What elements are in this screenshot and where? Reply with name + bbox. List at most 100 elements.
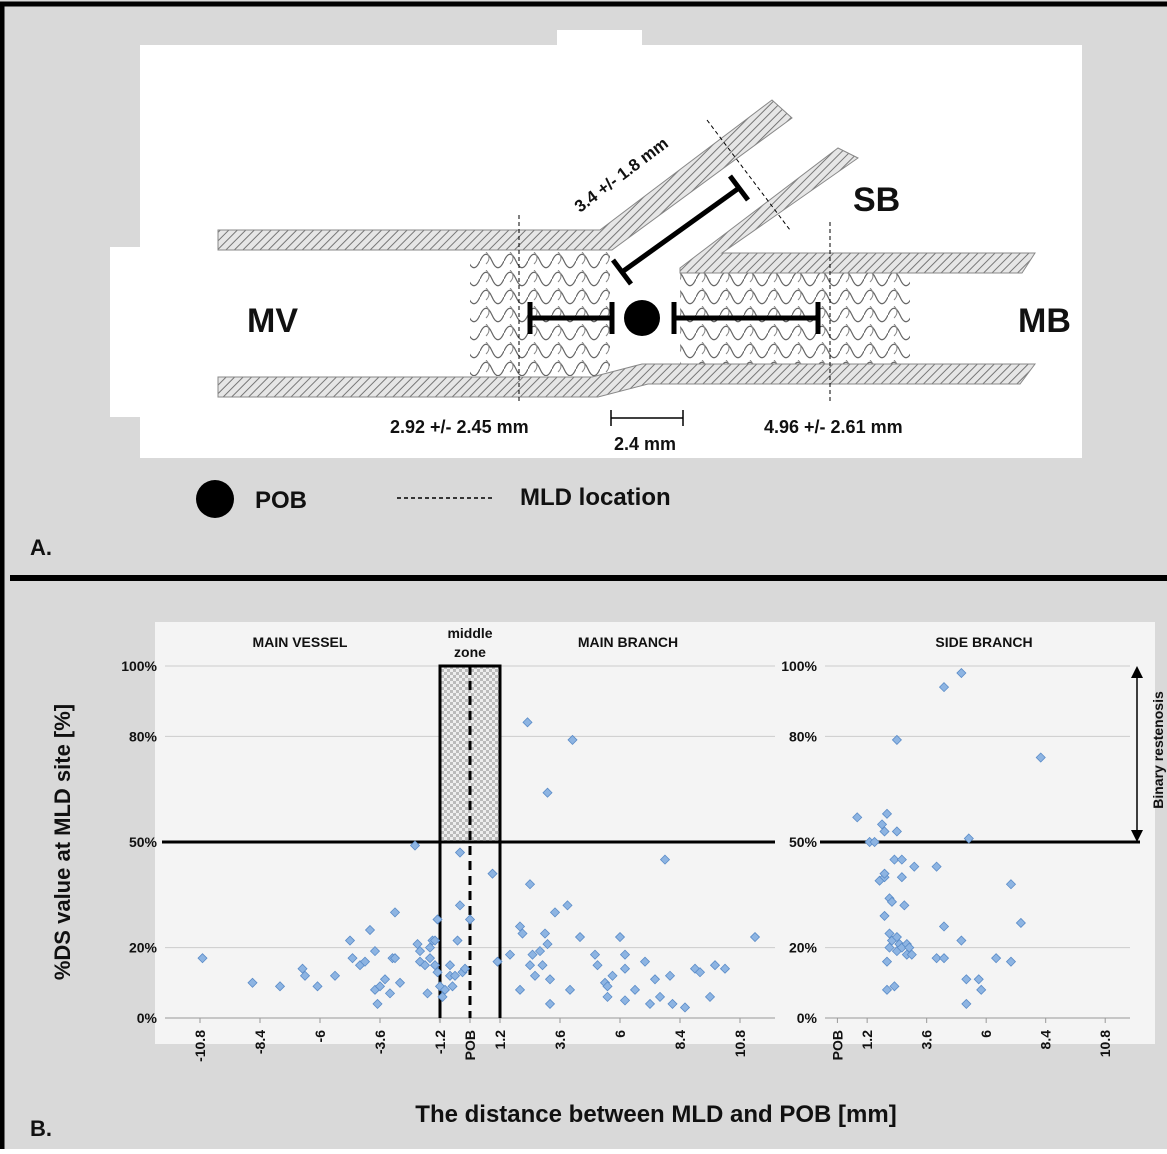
point bbox=[549, 907, 561, 918]
x-tick-label: 6 bbox=[612, 1030, 628, 1038]
label-mv: MV bbox=[247, 302, 298, 340]
point bbox=[567, 734, 578, 745]
point bbox=[659, 854, 671, 865]
x-tick-label: -1.2 bbox=[432, 1030, 448, 1054]
arrow-head bbox=[1131, 666, 1143, 678]
scale-bar bbox=[610, 410, 684, 426]
vessel-wall bbox=[217, 99, 793, 251]
middle-zone bbox=[438, 664, 502, 844]
point bbox=[517, 928, 528, 939]
point bbox=[602, 991, 613, 1002]
point bbox=[312, 981, 323, 992]
point bbox=[931, 953, 942, 964]
point bbox=[619, 963, 631, 974]
point bbox=[504, 949, 516, 960]
point bbox=[1015, 917, 1026, 929]
distance-bars bbox=[527, 174, 821, 334]
point bbox=[369, 946, 381, 957]
point bbox=[619, 949, 631, 960]
point bbox=[564, 984, 576, 995]
point bbox=[961, 998, 972, 1009]
x-tick-label: 10.8 bbox=[1097, 1030, 1113, 1057]
y-tick-label: 50% bbox=[789, 834, 818, 850]
y-tick-label: 0% bbox=[137, 1010, 158, 1026]
vessel-wall bbox=[679, 147, 1036, 274]
point bbox=[432, 967, 443, 978]
point bbox=[1035, 752, 1046, 763]
point bbox=[414, 946, 426, 957]
charts: 0% 20% 50% 80% 100% -10.8 -8.4 -6 -3.6 -1.2 POB 1.2… bbox=[121, 625, 1143, 1062]
point bbox=[879, 910, 890, 921]
point bbox=[394, 977, 406, 988]
point bbox=[299, 970, 311, 981]
point bbox=[389, 953, 401, 964]
point bbox=[749, 931, 761, 943]
point bbox=[347, 953, 358, 964]
point bbox=[976, 984, 987, 995]
point bbox=[639, 956, 651, 967]
point bbox=[372, 998, 383, 1009]
point bbox=[424, 953, 436, 964]
point bbox=[909, 861, 920, 872]
point bbox=[197, 953, 208, 964]
point bbox=[906, 949, 917, 960]
y-tick-label: 50% bbox=[129, 834, 158, 850]
x-tick-label: -3.6 bbox=[372, 1030, 388, 1054]
point bbox=[529, 970, 541, 981]
point bbox=[889, 854, 900, 865]
x-tick-label: 1.2 bbox=[859, 1030, 875, 1050]
diagram: MV MB SB 3.4 +/- 1.8 mm 2.92 +/- 2.45 mm… bbox=[30, 30, 1082, 560]
point bbox=[1005, 956, 1017, 967]
x-tick-label: POB bbox=[462, 1030, 478, 1060]
point bbox=[694, 967, 706, 978]
point bbox=[891, 826, 902, 837]
x-tick-label: -10.8 bbox=[192, 1030, 208, 1062]
point bbox=[374, 981, 386, 992]
point bbox=[644, 998, 656, 1009]
point bbox=[881, 984, 893, 995]
x-tick-label: -6 bbox=[312, 1030, 328, 1043]
point bbox=[534, 946, 546, 957]
point bbox=[869, 836, 880, 848]
point bbox=[522, 717, 533, 728]
point bbox=[452, 935, 463, 946]
legend-label: POB bbox=[255, 487, 307, 514]
x-tick-label: 6 bbox=[978, 1030, 994, 1038]
point bbox=[514, 984, 526, 995]
panel-label: B. bbox=[30, 1116, 52, 1141]
point bbox=[574, 931, 586, 943]
y-axis-label: %DS value at MLD site [%] bbox=[50, 704, 75, 980]
point bbox=[409, 840, 421, 851]
point bbox=[524, 960, 536, 971]
point bbox=[419, 960, 431, 971]
x-tick-label: 8.4 bbox=[672, 1030, 688, 1050]
point bbox=[592, 960, 603, 971]
point bbox=[719, 963, 731, 974]
point bbox=[889, 981, 900, 992]
point bbox=[527, 949, 538, 960]
point bbox=[459, 963, 471, 974]
point bbox=[973, 974, 984, 985]
point bbox=[537, 960, 548, 971]
point bbox=[896, 854, 907, 865]
point bbox=[329, 970, 341, 981]
point bbox=[464, 914, 476, 925]
point bbox=[891, 734, 902, 745]
point bbox=[664, 970, 676, 981]
point bbox=[439, 984, 451, 995]
y-tick-label: 0% bbox=[797, 1010, 818, 1026]
point bbox=[487, 868, 498, 879]
x-axis-label: The distance between MLD and POB [mm] bbox=[415, 1101, 896, 1128]
section-label: MAIN VESSEL bbox=[253, 634, 348, 650]
point bbox=[542, 939, 553, 950]
point bbox=[389, 907, 401, 918]
point bbox=[524, 879, 536, 890]
point bbox=[492, 956, 503, 967]
point bbox=[938, 682, 950, 693]
point bbox=[379, 974, 391, 985]
point bbox=[879, 826, 890, 837]
vessel-wall bbox=[217, 363, 1036, 398]
zone-label: zone bbox=[454, 644, 486, 660]
